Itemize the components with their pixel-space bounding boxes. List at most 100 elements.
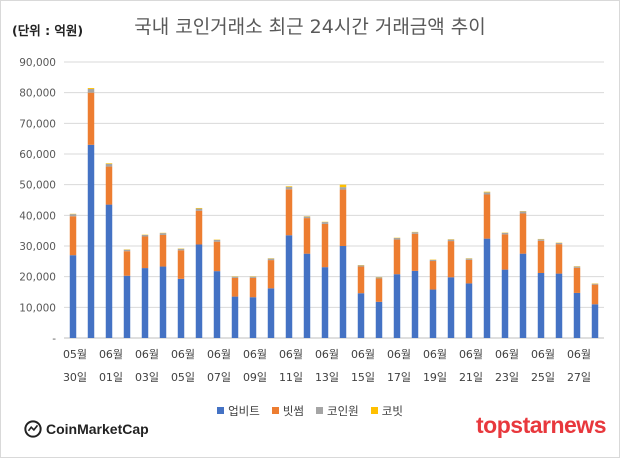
y-tick-label: 60,000: [19, 149, 56, 161]
bar-segment-코인원: [303, 216, 311, 219]
bar-segment-빗썸: [555, 244, 563, 274]
bar-segment-코인원: [357, 265, 365, 267]
bar-segment-코인원: [339, 187, 347, 190]
bar-segment-업비트: [411, 270, 419, 338]
bar-segment-업비트: [195, 244, 203, 338]
bar-segment-업비트: [69, 255, 77, 338]
bar-segment-빗썸: [321, 223, 329, 268]
bar-segment-업비트: [249, 297, 257, 338]
x-tick-day: 23일: [495, 370, 519, 384]
bar-segment-빗썸: [465, 259, 473, 284]
bar-segment-빗썸: [213, 241, 221, 272]
bar-segment-업비트: [321, 267, 329, 338]
coinmarketcap-icon: [24, 420, 42, 438]
legend-item: 코빗: [370, 403, 403, 419]
bar-segment-코빗: [285, 186, 293, 187]
x-tick-month: 06월: [207, 348, 231, 361]
bar-segment-코인원: [393, 238, 401, 240]
bar-segment-코인원: [483, 192, 491, 195]
bar-segment-빗썸: [375, 278, 383, 302]
legend-swatch: [316, 407, 323, 414]
x-tick-month: 06월: [135, 348, 159, 361]
bar-segment-업비트: [447, 277, 455, 338]
x-tick-day: 03일: [135, 370, 159, 384]
bar-segment-업비트: [105, 204, 113, 338]
bar-segment-코인원: [591, 283, 599, 285]
x-tick-month: 06월: [387, 348, 411, 361]
coinmarketcap-logo: CoinMarketCap: [24, 420, 149, 438]
y-tick-label: 10,000: [19, 302, 56, 314]
y-tick-label: 20,000: [19, 272, 56, 284]
legend-item: 코인원: [316, 403, 359, 419]
x-tick-month: 06월: [243, 348, 267, 361]
bar-segment-업비트: [501, 269, 509, 338]
bar-segment-빗썸: [357, 266, 365, 294]
legend-item: 업비트: [217, 403, 260, 419]
bar-segment-업비트: [339, 246, 347, 338]
y-tick-label: 80,000: [19, 88, 56, 100]
bar-segment-코빗: [195, 207, 203, 209]
x-tick-day: 15일: [351, 370, 375, 384]
legend-label: 코인원: [327, 404, 359, 418]
topstarnews-logo: topstarnews: [476, 412, 606, 438]
bar-segment-코빗: [87, 88, 95, 89]
bar-segment-업비트: [141, 268, 149, 338]
x-tick-day: 13일: [315, 370, 339, 384]
x-tick-day: 01일: [99, 370, 123, 384]
bar-segment-빗썸: [105, 166, 113, 205]
x-tick-month: 06월: [171, 348, 195, 361]
bar-segment-업비트: [123, 275, 131, 338]
x-tick-month: 06월: [99, 348, 123, 361]
x-tick-day: 09일: [243, 370, 267, 384]
bar-segment-코인원: [285, 186, 293, 190]
bar-segment-코인원: [213, 239, 221, 242]
bar-segment-빗썸: [285, 189, 293, 236]
gridlines: [64, 61, 604, 339]
bar-segment-업비트: [267, 288, 275, 338]
y-tick-label: -: [52, 333, 56, 345]
y-tick-label: 40,000: [19, 210, 56, 222]
bar-segment-코인원: [429, 259, 437, 262]
legend-swatch: [217, 407, 225, 414]
bar-segment-업비트: [429, 289, 437, 338]
x-tick-month: 06월: [567, 348, 591, 361]
unit-label: (단위 : 억원): [12, 23, 84, 38]
bar-segment-업비트: [303, 253, 311, 338]
legend-label: 코빗: [381, 404, 403, 418]
bar-segment-빗썸: [87, 92, 95, 145]
bar-segment-업비트: [393, 274, 401, 338]
legend-swatch: [370, 407, 378, 414]
bar-segment-빗썸: [303, 218, 311, 254]
bar-segment-빗썸: [429, 261, 437, 290]
x-tick-day: 07일: [207, 370, 231, 384]
y-axis: - 10,000 20,000 30,000 40,000 50,000 60,000 70,…: [19, 57, 56, 345]
bar-segment-업비트: [159, 266, 167, 338]
bar-segment-코인원: [267, 258, 275, 261]
bar-segment-빗썸: [591, 284, 599, 305]
bar-segment-업비트: [285, 235, 293, 338]
bar-segment-빗썸: [267, 260, 275, 289]
bar-segment-코인원: [501, 232, 509, 235]
bar-segment-빗썸: [519, 213, 527, 254]
bar-segment-업비트: [573, 292, 581, 338]
bar-segment-빗썸: [177, 250, 185, 279]
bar-segment-빗썸: [249, 277, 257, 298]
bar-segment-업비트: [375, 301, 383, 338]
bar-segment-업비트: [537, 272, 545, 338]
bar-segment-업비트: [231, 296, 239, 338]
bar-segment-빗썸: [537, 240, 545, 273]
bar-segment-업비트: [555, 273, 563, 338]
y-tick-label: 50,000: [19, 180, 56, 192]
y-tick-label: 90,000: [19, 57, 56, 69]
x-axis: 05월 30일 06월 01일 06월 03일 06월 05일 06월 07일 06월 09일 06월 1…: [63, 348, 591, 384]
bar-segment-코인원: [447, 239, 455, 242]
bar-segment-코인원: [411, 232, 419, 234]
bar-segment-빗썸: [573, 267, 581, 293]
x-tick-month: 06월: [315, 348, 339, 361]
bar-segment-코인원: [249, 276, 257, 278]
bar-segment-코빗: [105, 163, 113, 164]
bar-segment-빗썸: [159, 234, 167, 267]
bar-segment-코인원: [231, 276, 239, 278]
x-tick-day: 19일: [423, 370, 447, 384]
bars: [69, 88, 599, 338]
